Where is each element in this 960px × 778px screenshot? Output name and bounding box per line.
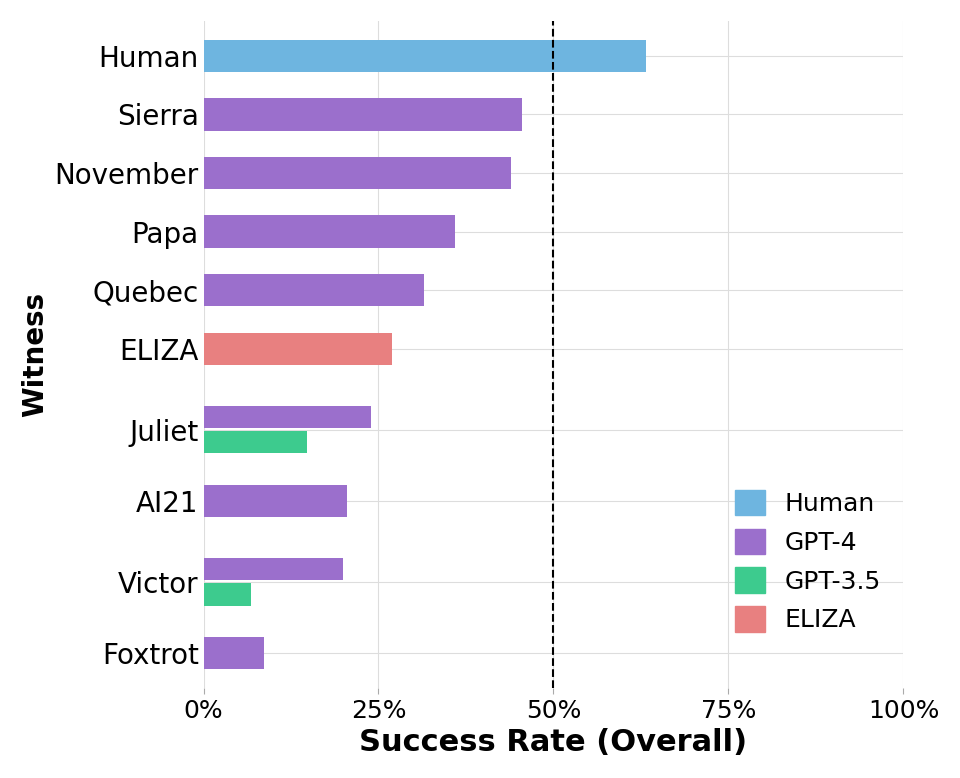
Bar xyxy=(204,332,393,365)
Bar xyxy=(204,584,252,605)
Legend: Human, GPT-4, GPT-3.5, ELIZA: Human, GPT-4, GPT-3.5, ELIZA xyxy=(725,480,891,643)
X-axis label: Success Rate (Overall): Success Rate (Overall) xyxy=(359,728,748,757)
Bar xyxy=(204,406,372,428)
Bar xyxy=(204,431,307,454)
Bar xyxy=(204,485,347,517)
Bar xyxy=(204,637,264,669)
Bar xyxy=(204,274,424,307)
Bar xyxy=(204,157,512,189)
Y-axis label: Witness: Witness xyxy=(21,292,49,417)
Bar xyxy=(204,40,646,72)
Bar xyxy=(204,98,522,131)
Bar xyxy=(204,216,455,247)
Bar xyxy=(204,559,344,580)
